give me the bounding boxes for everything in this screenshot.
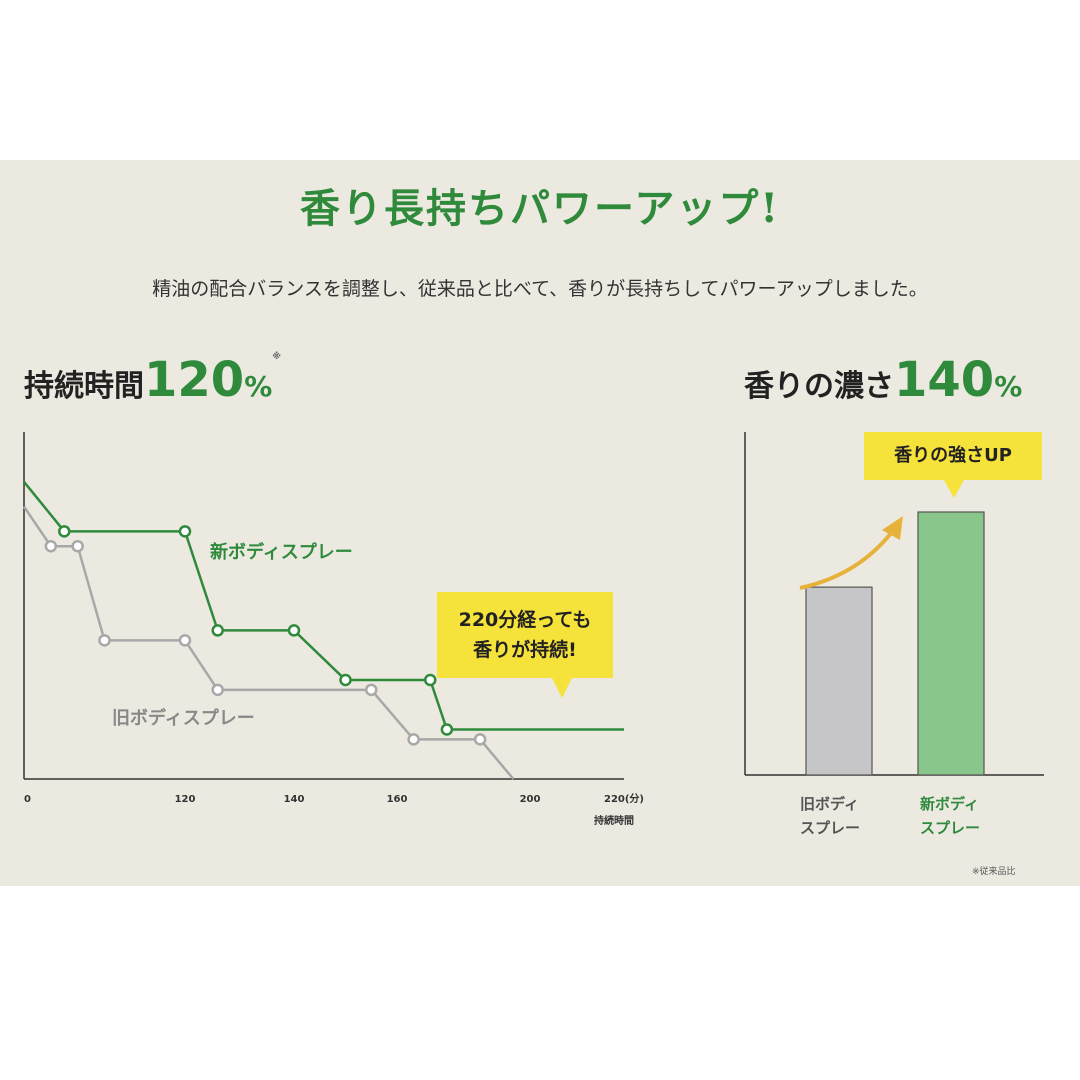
data-point-new [287,624,301,637]
bar-label-new-line1: 新ボディ [920,795,979,813]
bar-label-new: 新ボディ スプレー [920,792,1000,840]
x-axis-title: 持続時間 [594,816,634,827]
intensity-heading-unit: % [994,370,1023,403]
x-tick-label: 220(分) [604,792,644,805]
data-point-new [58,525,71,538]
bar-old [805,586,873,776]
data-point-old [178,634,192,647]
bar-label-new-line2: スプレー [920,819,981,837]
duration-heading-value: 120 [144,352,245,408]
bar-new [917,511,985,776]
bar-label-old-line2: スプレー [800,819,861,837]
data-point-old [407,733,420,746]
data-point-old [211,683,224,697]
intensity-heading-label: 香りの濃さ [744,369,894,404]
duration-heading-label: 持続時間 [24,369,144,404]
footnote: ※従来品比 [972,867,1016,877]
data-point-old [44,539,58,553]
arrow-head-icon [882,516,903,540]
data-point-new [178,525,192,538]
callout-intensity: 香りの強さUP [864,432,1042,498]
x-tick-label: 0 [24,794,31,805]
data-point-new [211,624,224,637]
data-point-old [71,539,84,553]
x-tick-label: 200 [520,794,541,805]
data-point-new [339,673,352,687]
data-point-new [424,673,437,687]
bar-label-old-line1: 旧ボディ [800,795,859,813]
x-tick-label: 160 [387,794,408,805]
intensity-heading: 香りの濃さ140% [744,352,1022,408]
data-point-old [365,683,378,697]
x-tick-label: 140 [284,794,305,805]
callout-duration-line1: 220分経っても [458,609,592,631]
series-line-old [22,505,515,780]
increase-arrow-icon [799,526,897,590]
callout-duration-line2: 香りが持続! [473,639,577,661]
data-point-new [440,723,454,736]
callout-duration: 220分経っても 香りが持続! [437,592,613,698]
page-subtitle: 精油の配合バランスを調整し、従来品と比べて、香りが長持ちしてパワーアップしました… [152,278,928,300]
x-tick-label: 120 [175,794,196,805]
duration-heading-note: ※ [272,352,282,362]
series-label-new: 新ボディスプレー [210,541,353,563]
page-title: 香り長持ちパワーアップ! [300,185,780,232]
series-label-old: 旧ボディスプレー [112,707,255,729]
duration-heading-unit: % [244,370,273,403]
data-point-old [473,733,487,746]
data-point-old [98,634,111,647]
intensity-heading-value: 140 [894,352,995,408]
duration-heading: 持続時間120% ※ [24,352,281,408]
bar-label-old: 旧ボディ スプレー [800,792,880,840]
